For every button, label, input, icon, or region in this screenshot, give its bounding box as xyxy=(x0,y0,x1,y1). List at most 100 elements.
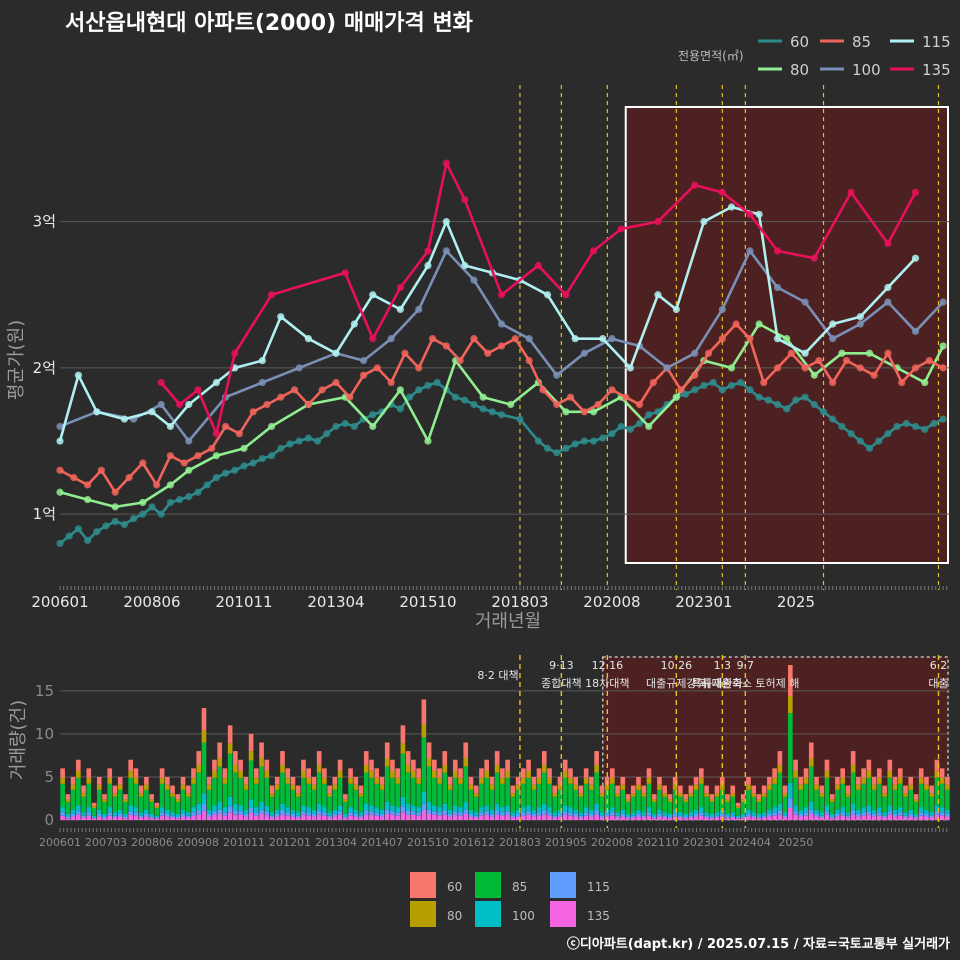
volume-bar-60 xyxy=(374,815,380,820)
volume-bar-133 xyxy=(756,813,762,817)
volume-bar-62 xyxy=(384,809,390,814)
series-point-85 xyxy=(773,364,782,372)
volume-bar-95 xyxy=(557,789,563,810)
volume-bar-24 xyxy=(185,812,191,816)
volume-bar-139 xyxy=(788,696,793,714)
volume-bar-65 xyxy=(400,806,406,813)
volume-bar-148 xyxy=(835,784,840,790)
volume-bar-13 xyxy=(128,759,133,771)
volume-bar-22 xyxy=(175,816,181,819)
volume-bar-123 xyxy=(704,812,709,816)
volume-bar-85 xyxy=(505,811,510,815)
volume-bar-107 xyxy=(620,784,626,790)
series-point-60 xyxy=(111,517,119,526)
volume-bar-46 xyxy=(301,759,306,771)
volume-bar-46 xyxy=(301,805,306,812)
volume-bar-42 xyxy=(280,751,285,765)
volume-bar-84 xyxy=(500,777,505,784)
volume-bar-131 xyxy=(746,789,751,810)
volume-bar-5 xyxy=(86,768,92,778)
volume-bar-96 xyxy=(562,811,568,815)
volume-bar-44 xyxy=(290,809,296,814)
volume-bar-119 xyxy=(683,818,688,820)
volume-bar-38 xyxy=(259,758,264,767)
series-point-60 xyxy=(801,393,809,401)
series-point-60 xyxy=(332,422,340,431)
volume-bar-157 xyxy=(882,785,887,794)
volume-bar-54 xyxy=(343,818,348,820)
volume-bar-44 xyxy=(290,789,296,810)
volume-bar-73 xyxy=(442,772,448,804)
legend-bar-label-135: 135 xyxy=(587,909,610,923)
volume-bar-27 xyxy=(201,708,207,731)
volume-bar-146 xyxy=(824,805,830,812)
series-point-60 xyxy=(212,474,220,482)
volume-bar-24 xyxy=(185,796,191,813)
volume-bar-142 xyxy=(803,768,809,778)
volume-bar-37 xyxy=(254,815,259,820)
volume-bar-165 xyxy=(924,776,929,785)
volume-bar-144 xyxy=(814,789,819,810)
price-x-tick-0: 200601 xyxy=(31,593,88,611)
volume-bar-43 xyxy=(285,768,291,778)
volume-bar-1 xyxy=(65,801,71,814)
series-point-115 xyxy=(727,203,736,211)
volume-bar-94 xyxy=(552,812,558,816)
volume-bar-47 xyxy=(306,777,311,784)
series-point-80 xyxy=(111,503,119,511)
volume-bar-140 xyxy=(793,805,798,812)
volume-bar-134 xyxy=(761,793,767,797)
volume-bar-153 xyxy=(861,783,866,808)
volume-bar-4 xyxy=(81,796,86,813)
volume-bar-78 xyxy=(468,813,474,817)
legend-title: 전용면적(㎡) xyxy=(678,49,744,63)
volume-bar-133 xyxy=(756,801,762,814)
volume-legend: 60 85 115 80 100 135 xyxy=(410,872,610,927)
volume-bar-165 xyxy=(924,813,929,817)
series-point-80 xyxy=(424,437,432,445)
series-point-135 xyxy=(267,291,276,299)
volume-bar-144 xyxy=(814,809,819,814)
volume-bar-15 xyxy=(138,817,144,820)
series-point-60 xyxy=(571,440,579,448)
volume-bar-83 xyxy=(494,810,500,815)
volume-bar-161 xyxy=(903,815,908,818)
series-point-85 xyxy=(594,400,602,409)
volume-bar-122 xyxy=(699,777,704,784)
volume-bar-19 xyxy=(159,783,165,808)
volume-bar-65 xyxy=(400,796,406,807)
series-point-60 xyxy=(792,396,800,404)
volume-bar-113 xyxy=(651,794,657,800)
volume-bar-74 xyxy=(447,816,453,820)
series-point-135 xyxy=(175,400,184,409)
volume-bar-13 xyxy=(128,777,133,806)
volume-bar-140 xyxy=(793,814,798,820)
volume-bar-22 xyxy=(175,813,181,817)
volume-bar-46 xyxy=(301,811,306,815)
volume-bar-24 xyxy=(185,815,191,818)
volume-bar-90 xyxy=(531,789,537,810)
volume-bar-136 xyxy=(772,783,777,808)
volume-bar-60 xyxy=(374,783,380,808)
volume-bar-150 xyxy=(845,796,851,813)
series-point-85 xyxy=(608,386,616,394)
volume-bar-2 xyxy=(70,776,76,785)
series-point-85 xyxy=(898,378,906,387)
volume-bar-92 xyxy=(541,772,547,804)
volume-bar-146 xyxy=(824,759,830,771)
volume-bar-64 xyxy=(395,807,400,813)
price-x-tick-2: 201011 xyxy=(215,593,272,611)
price-x-axis-label: 거래년월 xyxy=(475,611,541,632)
series-point-60 xyxy=(681,390,690,398)
volume-bar-38 xyxy=(259,809,264,814)
volume-x-tick-3: 200908 xyxy=(177,836,219,849)
volume-bar-12 xyxy=(123,816,128,819)
series-point-60 xyxy=(102,522,110,530)
volume-x-tick-2: 200806 xyxy=(131,836,173,849)
volume-bar-61 xyxy=(379,816,385,820)
event-label-4: 1·3 xyxy=(714,659,732,672)
volume-bar-33 xyxy=(233,764,238,773)
volume-bar-0 xyxy=(60,807,65,813)
series-point-135 xyxy=(884,239,892,248)
volume-bar-90 xyxy=(531,784,537,790)
